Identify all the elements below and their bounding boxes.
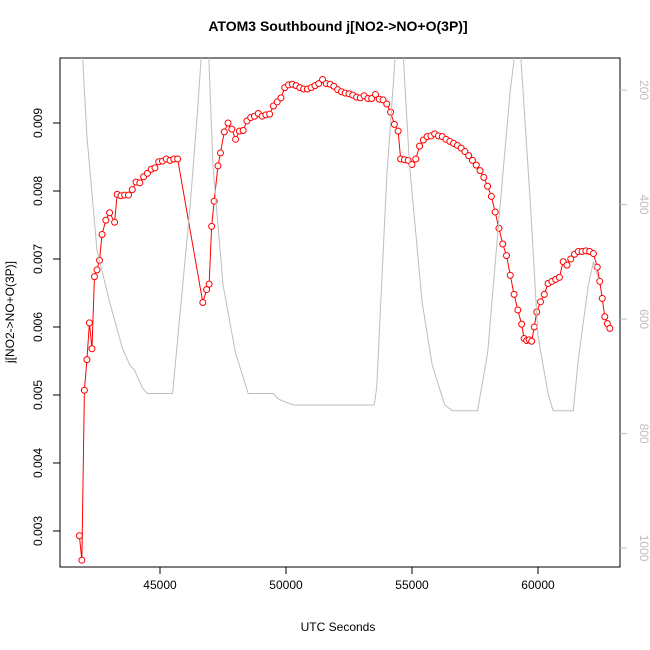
- data-point: [465, 152, 473, 160]
- y-tick-label: 0.009: [31, 108, 45, 138]
- data-point: [88, 345, 96, 353]
- data-point: [216, 149, 224, 157]
- x-tick-label: 55000: [395, 578, 429, 592]
- data-point: [555, 273, 563, 281]
- data-point: [80, 386, 88, 394]
- y2-tick-label: 400: [637, 195, 650, 215]
- chart-title: ATOM3 Southbound j[NO2->NO+O(3P)]: [208, 18, 467, 34]
- data-point: [383, 100, 391, 108]
- data-point: [416, 142, 424, 150]
- plot-frame: [59, 57, 621, 568]
- data-point: [528, 337, 536, 345]
- y-tick-label: 0.004: [31, 448, 45, 478]
- y2-tick-label: 800: [637, 424, 650, 444]
- data-point: [495, 224, 503, 232]
- data-point: [387, 108, 395, 116]
- x-axis-label: UTC Seconds: [301, 620, 376, 634]
- data-point: [106, 209, 114, 217]
- data-point: [128, 186, 136, 194]
- data-point: [530, 323, 538, 331]
- data-point: [412, 155, 420, 163]
- data-point: [472, 161, 480, 169]
- data-point: [487, 192, 495, 200]
- data-point: [476, 167, 484, 175]
- data-point: [102, 216, 110, 224]
- data-point: [598, 294, 606, 302]
- data-point: [468, 156, 476, 164]
- data-point: [606, 324, 614, 332]
- data-point: [589, 250, 597, 258]
- data-point: [499, 240, 507, 248]
- data-point: [239, 126, 247, 134]
- data-point: [484, 182, 492, 190]
- series-line: [78, 78, 611, 561]
- data-point: [480, 173, 488, 181]
- data-point: [83, 356, 91, 364]
- data-point: [214, 162, 222, 170]
- data-point: [563, 261, 571, 269]
- x-tick-label: 45000: [143, 578, 177, 592]
- data-point: [491, 208, 499, 216]
- series-line: [82, 58, 599, 412]
- data-point: [220, 128, 228, 136]
- data-point: [93, 266, 101, 274]
- data-point: [111, 218, 119, 226]
- data-point: [514, 306, 522, 314]
- x-tick-label: 60000: [521, 578, 555, 592]
- plot-area: [75, 58, 614, 564]
- data-point: [208, 222, 216, 230]
- data-point: [394, 127, 402, 135]
- data-point: [601, 313, 609, 321]
- data-point: [510, 290, 518, 298]
- data-point: [228, 125, 236, 133]
- y2-tick-label: 1000: [637, 535, 650, 562]
- data-point: [540, 290, 548, 298]
- data-point: [205, 280, 213, 288]
- data-point: [75, 532, 83, 540]
- y2-tick-label: 600: [637, 309, 650, 329]
- y-tick-label: 0.005: [31, 380, 45, 410]
- data-point: [537, 298, 545, 306]
- data-point: [90, 273, 98, 281]
- data-point: [567, 255, 575, 263]
- data-point: [136, 179, 144, 187]
- data-point: [596, 277, 604, 285]
- data-point: [506, 271, 514, 279]
- data-point: [124, 191, 132, 199]
- data-point: [199, 299, 207, 307]
- data-point: [224, 119, 232, 127]
- data-point: [518, 320, 526, 328]
- y-tick-label: 0.007: [31, 244, 45, 274]
- y-axis-label: j[NO2->NO+O(3P)]: [3, 261, 17, 364]
- data-point: [174, 155, 182, 163]
- data-point: [85, 319, 93, 327]
- y-tick-label: 0.008: [31, 176, 45, 206]
- x-tick-label: 50000: [269, 578, 303, 592]
- data-point: [266, 110, 274, 118]
- data-point: [203, 286, 211, 294]
- data-point: [78, 556, 86, 564]
- data-point: [98, 231, 106, 239]
- data-point: [277, 94, 285, 102]
- data-point: [232, 135, 240, 143]
- y-tick-label: 0.003: [31, 516, 45, 546]
- data-point: [390, 120, 398, 128]
- y-tick-label: 0.006: [31, 312, 45, 342]
- data-point: [371, 90, 379, 98]
- y2-tick-label: 200: [637, 80, 650, 100]
- data-point: [502, 252, 510, 260]
- data-point: [151, 164, 159, 172]
